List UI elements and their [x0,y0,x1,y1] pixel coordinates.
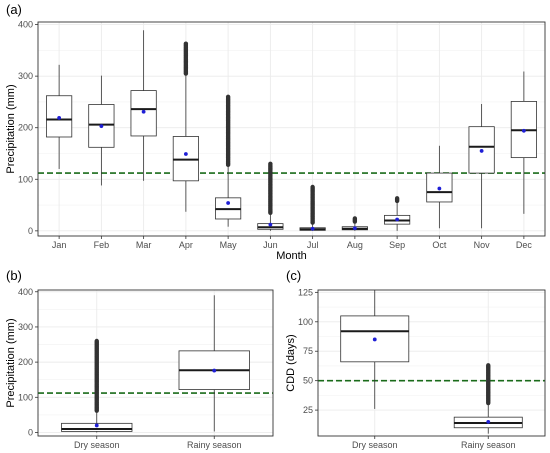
y-tick-label: 100 [18,392,33,402]
mean-point [521,128,526,133]
box-apr [172,41,199,212]
mean-point [212,368,217,373]
outlier-point [486,363,491,368]
y-tick-label: 400 [18,20,33,30]
mean-point [94,423,99,428]
x-tick-label: Rainy season [187,440,242,450]
y-tick-label: 300 [18,322,33,332]
mean-point [226,201,231,205]
x-tick-label: Mar [136,240,152,250]
box-mar [130,30,157,181]
mean-point [99,124,104,129]
y-tick-label: 0 [28,226,33,236]
outliers [486,363,491,406]
y-tick-label: 100 [18,174,33,184]
x-tick-label: Jul [307,240,319,250]
y-tick-label: 25 [303,405,313,415]
y-tick-label: 200 [18,123,33,133]
mean-point [352,226,357,231]
y-tick-label: 75 [303,346,313,356]
outlier-point [94,338,99,344]
box-jan [46,64,73,169]
panel-border [37,21,546,237]
panel-c: 25 50 75 100 125 Dry season Rainy season (c) CDD… [285,268,546,450]
mean-point [479,149,484,153]
y-axis-title: CDD (days) [285,334,297,391]
mean-point [268,222,273,227]
mean-point [57,116,62,120]
panel-b: 0 100 200 300 400 Dry season Rainy season (b) Pr… [5,268,274,450]
outlier-point [225,94,231,99]
outliers [183,41,189,76]
panel-tag: (a) [6,2,22,17]
outliers [94,338,99,413]
box-nov [468,103,495,229]
mean-point [141,109,146,114]
panel-tag: (c) [286,268,301,283]
mean-point [183,152,188,156]
panel-border [37,289,274,437]
plot-area [38,22,545,236]
x-tick-label: Dry season [74,440,120,450]
box-iqr [172,136,199,182]
x-tick-label: May [220,240,238,250]
outliers [268,161,273,215]
box-feb [88,75,115,186]
outlier-point [268,161,273,167]
y-tick-label: 50 [303,376,313,386]
box-jul [299,184,326,231]
box-jun [257,161,284,231]
y-tick-label: 300 [18,71,33,81]
box-aug [341,216,368,231]
y-tick-label: 400 [18,287,33,297]
box-dry-season [61,338,133,433]
y-tick-label: 125 [298,287,313,297]
mean-point [395,217,400,222]
outlier-point [310,184,315,190]
box-sep [384,196,411,231]
outlier-point [183,41,189,46]
box-rainy-season [178,295,250,432]
outliers [310,184,315,225]
box-oct [426,145,453,229]
y-tick-label: 0 [28,427,33,437]
x-axis-title: Month [276,250,307,262]
box-iqr [61,422,133,432]
box-rainy-season [453,363,523,434]
y-tick-label: 100 [298,317,313,327]
mean-point [372,337,377,342]
x-tick-label: Apr [179,240,193,250]
panel-a: 0 100 200 300 400 Jan Feb Mar Apr May Jun Jul Aug Sep… [5,2,546,262]
y-tick-label: 200 [18,357,33,367]
outliers [225,94,231,168]
x-tick-label: Oct [432,240,447,250]
x-tick-label: Dec [516,240,533,250]
outlier-point [394,196,400,201]
outlier-point [352,216,358,221]
x-tick-label: Aug [347,240,363,250]
y-axis-title: Precipitation (mm) [5,84,17,173]
x-tick-label: Jun [263,240,278,250]
x-tick-label: Rainy season [461,440,516,450]
x-tick-label: Nov [474,240,491,250]
plot-area [318,290,545,436]
panel-tag: (b) [6,268,22,283]
panel-border [317,289,546,437]
x-tick-label: Sep [389,240,405,250]
box-may [215,94,242,227]
x-tick-label: Feb [94,240,110,250]
outliers [394,196,400,204]
box-dry-season [340,290,410,409]
mean-point [486,419,491,424]
y-axis-title: Precipitation (mm) [5,318,17,407]
outliers [352,216,358,224]
mean-point [310,226,315,231]
box-dec [510,71,537,214]
x-tick-label: Jan [52,240,67,250]
x-tick-label: Dry season [352,440,398,450]
mean-point [437,186,442,191]
